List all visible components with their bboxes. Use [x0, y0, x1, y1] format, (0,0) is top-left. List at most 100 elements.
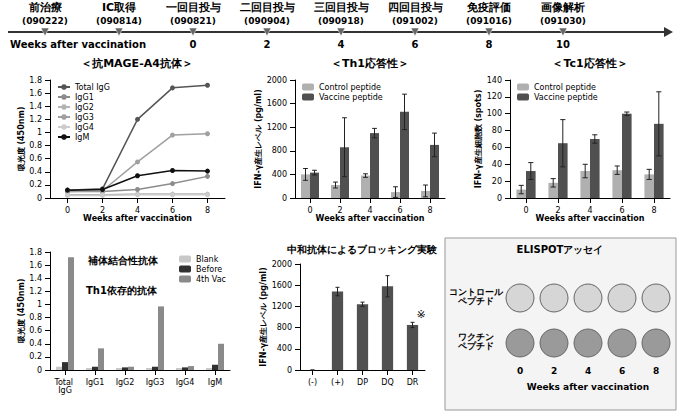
svg-text:IFN-γ産生レベル (pg/ml): IFN-γ産生レベル (pg/ml)	[253, 89, 263, 188]
svg-text:IgG1: IgG1	[86, 378, 105, 387]
svg-text:1.4: 1.4	[29, 102, 42, 111]
svg-text:0.2: 0.2	[29, 180, 42, 189]
svg-text:120: 120	[487, 92, 502, 101]
svg-text:Weeks after vaccination: Weeks after vaccination	[10, 39, 146, 50]
svg-text:0.4: 0.4	[29, 167, 42, 176]
svg-text:0: 0	[523, 206, 528, 215]
svg-text:Th1依存的抗体: Th1依存的抗体	[86, 285, 158, 296]
svg-text:20: 20	[492, 177, 502, 186]
svg-text:0: 0	[287, 366, 292, 375]
svg-text:8: 8	[651, 206, 656, 215]
svg-text:0.2: 0.2	[29, 352, 42, 361]
svg-text:IgG1: IgG1	[75, 93, 94, 102]
svg-text:1600: 1600	[272, 281, 292, 290]
svg-text:Blank: Blank	[196, 255, 219, 264]
svg-text:(091016): (091016)	[466, 16, 512, 26]
svg-text:1: 1	[37, 128, 42, 137]
svg-text:2: 2	[100, 206, 105, 215]
svg-text:(091002): (091002)	[392, 16, 438, 26]
svg-text:免疫評価: 免疫評価	[466, 1, 511, 14]
svg-text:100: 100	[487, 109, 502, 118]
svg-text:二回目投与: 二回目投与	[240, 1, 295, 14]
svg-text:前治療: 前治療	[28, 1, 62, 14]
svg-text:(090904): (090904)	[244, 16, 290, 26]
svg-text:IgG2: IgG2	[116, 378, 135, 387]
svg-text:800: 800	[277, 323, 292, 332]
svg-text:4: 4	[338, 39, 345, 50]
svg-text:0: 0	[497, 194, 502, 203]
svg-text:2000: 2000	[272, 260, 292, 269]
svg-text:4: 4	[587, 206, 592, 215]
svg-text:0: 0	[307, 206, 312, 215]
svg-text:6: 6	[397, 206, 402, 215]
svg-text:2000: 2000	[267, 76, 287, 85]
svg-text:140: 140	[487, 76, 502, 85]
svg-text:Control peptide: Control peptide	[319, 83, 381, 92]
svg-text:Vaccine peptide: Vaccine peptide	[534, 93, 598, 102]
svg-text:IgG4: IgG4	[75, 123, 94, 132]
svg-text:四回目投与: 四回目投与	[388, 1, 443, 14]
svg-text:一回目投与: 一回目投与	[166, 1, 221, 14]
svg-text:1.6: 1.6	[29, 89, 42, 98]
svg-text:1.8: 1.8	[29, 76, 42, 85]
svg-text:三回目投与: 三回目投与	[314, 1, 369, 14]
svg-text:800: 800	[272, 146, 287, 155]
svg-text:6: 6	[619, 366, 625, 376]
svg-text:0: 0	[65, 206, 70, 215]
svg-text:0: 0	[282, 194, 287, 203]
svg-text:＜Th1応答性＞: ＜Th1応答性＞	[331, 57, 409, 70]
svg-text:0: 0	[37, 194, 42, 203]
svg-text:2: 2	[555, 206, 560, 215]
svg-text:IgM: IgM	[75, 133, 89, 142]
svg-text:0.4: 0.4	[29, 339, 42, 348]
svg-text:DP: DP	[357, 378, 368, 387]
svg-text:1.8: 1.8	[29, 248, 42, 257]
svg-text:2: 2	[264, 39, 271, 50]
svg-text:中和抗体によるブロッキング実験: 中和抗体によるブロッキング実験	[287, 244, 438, 255]
svg-text:8: 8	[427, 206, 432, 215]
svg-text:IgG4: IgG4	[176, 378, 195, 387]
svg-text:(090918): (090918)	[318, 16, 364, 26]
svg-text:60: 60	[492, 143, 502, 152]
svg-text:8: 8	[653, 366, 659, 376]
svg-text:IgG: IgG	[58, 386, 72, 395]
svg-text:0: 0	[37, 366, 42, 375]
svg-text:1200: 1200	[272, 302, 292, 311]
svg-text:(090222): (090222)	[22, 16, 68, 26]
svg-text:(-): (-)	[308, 378, 317, 387]
svg-text:DQ: DQ	[381, 378, 393, 387]
svg-text:吸光度 (450nm): 吸光度 (450nm)	[16, 107, 26, 172]
svg-text:400: 400	[277, 344, 292, 353]
svg-text:Weeks after vaccination: Weeks after vaccination	[527, 382, 649, 392]
svg-text:4: 4	[367, 206, 372, 215]
svg-text:DR: DR	[407, 378, 419, 387]
svg-text:4: 4	[585, 366, 591, 376]
svg-text:1.4: 1.4	[29, 274, 42, 283]
svg-text:4: 4	[135, 206, 140, 215]
svg-text:ELISPOTアッセイ: ELISPOTアッセイ	[517, 244, 604, 255]
svg-text:IgG2: IgG2	[75, 103, 94, 112]
svg-text:IFN-γ産生細胞数 (spots): IFN-γ産生細胞数 (spots)	[473, 90, 483, 189]
svg-text:(090814): (090814)	[96, 16, 142, 26]
svg-text:10: 10	[556, 39, 570, 50]
svg-text:6: 6	[412, 39, 419, 50]
svg-text:IgM: IgM	[208, 378, 222, 387]
svg-text:Weeks after vaccination: Weeks after vaccination	[536, 214, 645, 223]
svg-text:Total IgG: Total IgG	[74, 83, 110, 92]
svg-text:4th Vac: 4th Vac	[196, 275, 226, 284]
svg-text:2: 2	[551, 366, 557, 376]
svg-text:画像解析: 画像解析	[541, 1, 585, 14]
svg-text:80: 80	[492, 126, 502, 135]
svg-text:1200: 1200	[267, 123, 287, 132]
svg-text:(+): (+)	[331, 378, 344, 387]
svg-text:6: 6	[619, 206, 624, 215]
svg-text:※: ※	[416, 308, 425, 321]
svg-text:IC取得: IC取得	[102, 1, 136, 14]
svg-text:6: 6	[170, 206, 175, 215]
svg-text:Weeks after vaccination: Weeks after vaccination	[316, 214, 425, 223]
svg-text:Before: Before	[196, 265, 222, 274]
svg-text:＜抗MAGE-A4抗体＞: ＜抗MAGE-A4抗体＞	[81, 57, 193, 70]
svg-text:IFN-γ産生レベル (pg/ml): IFN-γ産生レベル (pg/ml)	[258, 267, 268, 366]
svg-text:Vaccine peptide: Vaccine peptide	[319, 93, 383, 102]
svg-text:1.2: 1.2	[29, 115, 42, 124]
